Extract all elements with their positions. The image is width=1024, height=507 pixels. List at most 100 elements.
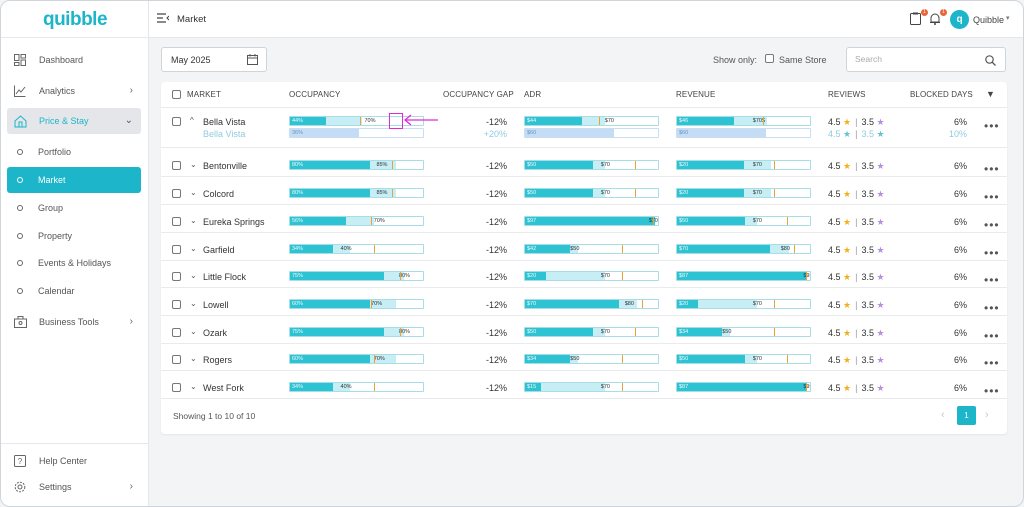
column-header-occupancy[interactable]: OCCUPANCY: [289, 90, 341, 99]
row-checkbox[interactable]: [172, 217, 181, 226]
sidebar-item-dashboard[interactable]: Dashboard: [7, 47, 141, 73]
sidebar-item-price-stay[interactable]: Price & Stay ⌄: [7, 108, 141, 134]
more-options-icon[interactable]: •••: [984, 218, 1000, 232]
chevron-right-icon: ›: [129, 316, 133, 327]
sidebar-sub-calendar[interactable]: Calendar: [7, 278, 141, 304]
adr-bar: $50 $70: [524, 188, 659, 198]
sidebar-item-business-tools[interactable]: Business Tools ›: [7, 309, 141, 335]
bullet-icon: [17, 288, 23, 294]
notification-badge: 1: [940, 9, 947, 16]
market-name[interactable]: Eureka Springs: [203, 217, 265, 227]
market-name[interactable]: Lowell: [203, 300, 229, 310]
market-name[interactable]: Garfield: [203, 245, 235, 255]
sidebar-item-settings[interactable]: Settings ›: [7, 474, 141, 500]
more-options-icon[interactable]: •••: [984, 301, 1000, 315]
more-options-icon[interactable]: •••: [984, 246, 1000, 260]
column-header-blocked-days[interactable]: BLOCKED DAYS: [910, 90, 973, 99]
menu-collapse-icon[interactable]: [157, 13, 170, 25]
more-options-icon[interactable]: •••: [984, 119, 1000, 133]
row-checkbox[interactable]: [172, 328, 181, 337]
column-header-reviews[interactable]: REVIEWS: [828, 90, 866, 99]
select-all-checkbox[interactable]: [172, 90, 181, 99]
chevron-left-icon[interactable]: ‹: [941, 409, 945, 421]
page-button[interactable]: 1: [957, 406, 976, 425]
row-checkbox[interactable]: [172, 161, 181, 170]
more-options-icon[interactable]: •••: [984, 329, 1000, 343]
user-name[interactable]: Quibble: [973, 15, 1005, 25]
market-name[interactable]: West Fork: [203, 383, 244, 393]
row-checkbox[interactable]: [172, 300, 181, 309]
chevron-up-icon[interactable]: ^: [190, 116, 194, 125]
revenue-bar: $34 $50: [676, 327, 811, 337]
row-checkbox[interactable]: [172, 245, 181, 254]
search-icon[interactable]: [985, 55, 996, 68]
chevron-right-icon[interactable]: ›: [985, 409, 989, 421]
sidebar-sub-portfolio[interactable]: Portfolio: [7, 139, 141, 165]
row-checkbox[interactable]: [172, 189, 181, 198]
arrow-annotation-icon: [403, 114, 438, 126]
same-store-label[interactable]: Same Store: [779, 55, 827, 65]
occupancy-bar: 60% 70%: [289, 299, 424, 309]
occupancy-gap: -12%: [485, 300, 507, 310]
more-options-icon[interactable]: •••: [984, 273, 1000, 287]
chevron-down-icon[interactable]: ⌄: [190, 382, 197, 391]
occupancy-sub-bar: 36%: [289, 128, 424, 138]
sidebar-sub-property[interactable]: Property: [7, 223, 141, 249]
column-header-occupancy-gap[interactable]: OCCUPANCY GAP: [443, 90, 514, 99]
chevron-down-icon[interactable]: ⌄: [190, 244, 197, 253]
calendar-icon: [247, 54, 258, 67]
month-picker[interactable]: May 2025: [161, 47, 267, 72]
occupancy-gap: -12%: [485, 161, 507, 171]
chevron-down-icon[interactable]: ⌄: [190, 160, 197, 169]
market-name[interactable]: Rogers: [203, 355, 233, 365]
occupancy-bar: 80% 85%: [289, 188, 424, 198]
column-header-revenue[interactable]: REVENUE: [676, 90, 716, 99]
same-store-checkbox[interactable]: [765, 54, 774, 63]
row-checkbox[interactable]: [172, 117, 181, 126]
chevron-down-icon[interactable]: ⌄: [190, 299, 197, 308]
sidebar-sub-group[interactable]: Group: [7, 195, 141, 221]
market-name[interactable]: Bentonville: [203, 161, 248, 171]
chevron-down-icon[interactable]: ⌄: [190, 271, 197, 280]
avatar[interactable]: q: [950, 10, 969, 29]
sidebar-item-help-center[interactable]: ? Help Center: [7, 448, 141, 474]
more-options-icon[interactable]: •••: [984, 190, 1000, 204]
chevron-down-icon[interactable]: ⌄: [190, 327, 197, 336]
sidebar-item-analytics[interactable]: Analytics ›: [7, 78, 141, 104]
more-options-icon[interactable]: •••: [984, 384, 1000, 398]
bell-icon[interactable]: 1: [929, 9, 947, 26]
chevron-down-icon[interactable]: ▾: [1006, 15, 1010, 22]
chevron-down-icon[interactable]: ⌄: [190, 354, 197, 363]
bullet-icon: [17, 233, 23, 239]
sidebar-sub-label: Portfolio: [38, 147, 72, 157]
show-only-label: Show only:: [713, 55, 758, 65]
star-icon: ★: [843, 355, 852, 365]
market-name[interactable]: Bella Vista: [203, 117, 246, 127]
clipboard-icon[interactable]: 1: [910, 9, 928, 26]
row-checkbox[interactable]: [172, 383, 181, 392]
column-header-market[interactable]: MARKET: [187, 90, 221, 99]
chevron-down-icon[interactable]: ⌄: [190, 188, 197, 197]
occupancy-gap: -12%: [485, 217, 507, 227]
column-header-adr[interactable]: ADR: [524, 90, 542, 99]
row-checkbox[interactable]: [172, 272, 181, 281]
market-name[interactable]: Little Flock: [203, 272, 247, 282]
blocked-days: 6%: [953, 189, 967, 199]
column-settings-icon[interactable]: ▼: [986, 89, 995, 99]
adr-sub-bar: $60: [524, 128, 659, 138]
market-name[interactable]: Ozark: [203, 328, 228, 338]
market-name[interactable]: Colcord: [203, 189, 235, 199]
top-header: Market 1 1 q Quibble ▾: [149, 1, 1023, 38]
adr-bar: $50 $70: [524, 160, 659, 170]
reviews: 4.5 ★ | 3.5 ★: [828, 272, 885, 282]
chevron-down-icon[interactable]: ⌄: [190, 216, 197, 225]
row-checkbox[interactable]: [172, 355, 181, 364]
occupancy-bar: 34% 40%: [289, 382, 424, 392]
month-value: May 2025: [171, 55, 211, 65]
more-options-icon[interactable]: •••: [984, 162, 1000, 176]
search-input[interactable]: [855, 54, 975, 64]
divider: [161, 232, 1007, 233]
sidebar-sub-market[interactable]: Market: [7, 167, 141, 193]
more-options-icon[interactable]: •••: [984, 356, 1000, 370]
sidebar-sub-events-holidays[interactable]: Events & Holidays: [7, 250, 141, 276]
